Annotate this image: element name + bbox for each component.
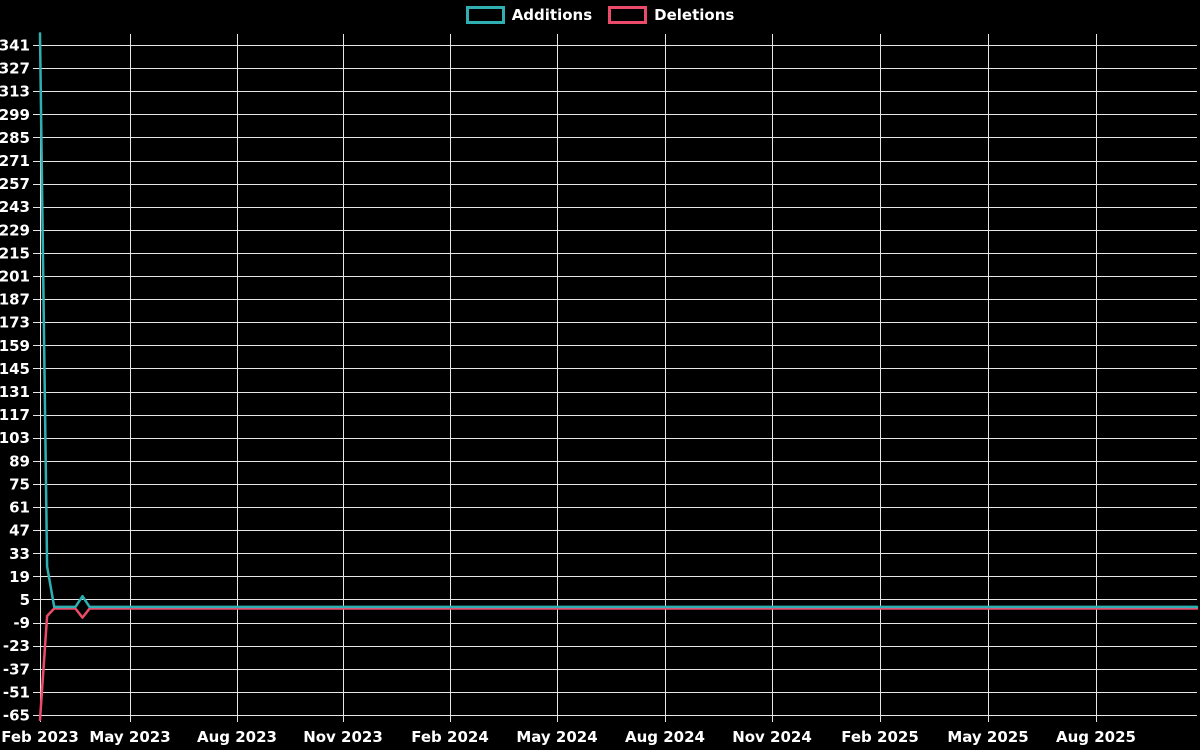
x-tick-label: Aug 2025	[1056, 728, 1136, 746]
y-tick-label: -9	[13, 614, 30, 632]
x-tick-label: Nov 2024	[732, 728, 812, 746]
y-tick-label: 145	[0, 360, 30, 378]
y-tick-label: 61	[9, 499, 30, 517]
y-tick-label: 103	[0, 429, 30, 447]
y-tick-label: 243	[0, 198, 30, 216]
y-tick-label: 201	[0, 268, 30, 286]
x-tick-label: Feb 2023	[1, 728, 79, 746]
y-tick-label: 33	[9, 545, 30, 563]
y-tick-label: -51	[3, 683, 30, 701]
x-tick-label: May 2025	[947, 728, 1028, 746]
y-tick-label: 19	[9, 568, 30, 586]
x-tick-label: Aug 2023	[197, 728, 277, 746]
y-tick-label: 285	[0, 129, 30, 147]
x-tick-label: May 2023	[89, 728, 170, 746]
y-tick-label: 117	[0, 406, 30, 424]
chart-legend: Additions Deletions	[0, 6, 1200, 24]
y-tick-label: 5	[20, 591, 30, 609]
y-tick-label: 89	[9, 452, 30, 470]
y-tick-label: 229	[0, 221, 30, 239]
y-tick-label: -37	[3, 660, 30, 678]
x-tick-label: Aug 2024	[625, 728, 705, 746]
y-tick-label: -23	[3, 637, 30, 655]
y-tick-label: 131	[0, 383, 30, 401]
y-tick-label: 327	[0, 60, 30, 78]
y-tick-label: 341	[0, 37, 30, 55]
legend-item-additions: Additions	[465, 5, 593, 24]
y-tick-label: 299	[0, 106, 30, 124]
additions-line	[38, 32, 1199, 609]
legend-item-deletions: Deletions	[608, 6, 734, 24]
y-tick-label: 47	[9, 522, 30, 540]
x-tick-label: May 2024	[516, 728, 597, 746]
y-tick-label: 215	[0, 244, 30, 262]
deletions-label: Deletions	[654, 5, 735, 24]
y-tick-label: -65	[3, 706, 30, 724]
y-tick-label: 271	[0, 152, 30, 170]
y-tick-label: 313	[0, 83, 30, 101]
y-tick-label: 159	[0, 337, 30, 355]
x-tick-label: Feb 2025	[841, 728, 919, 746]
x-tick-label: Feb 2024	[411, 728, 489, 746]
y-tick-label: 173	[0, 314, 30, 332]
x-tick-label: Nov 2023	[303, 728, 383, 746]
y-tick-label: 187	[0, 291, 30, 309]
y-tick-label: 75	[9, 475, 30, 493]
additions-label: Additions	[511, 5, 593, 24]
deletions-line	[38, 607, 1199, 722]
deletions-swatch-icon	[608, 6, 648, 24]
y-tick-label: 257	[0, 175, 30, 193]
additions-swatch-icon	[465, 6, 505, 24]
